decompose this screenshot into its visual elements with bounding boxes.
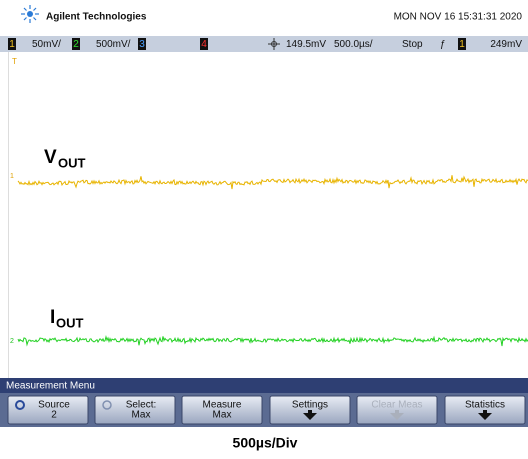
ch3-box [138,38,146,50]
trigger-icon [268,38,280,50]
ch2-box [72,38,80,50]
datetime: MON NOV 16 15:31:31 2020 [394,12,523,23]
source-icon[interactable] [15,400,25,410]
softkey-label[interactable]: Source [38,400,70,411]
softkey[interactable]: Clear Meas [356,395,438,425]
trigger-value: 249mV [490,39,522,50]
run-state: Stop [402,39,423,50]
trigger-source: 1 [459,39,465,50]
ch4-number: 4 [201,39,207,50]
vout-label-sub: OUT [58,155,86,170]
time-scale: 500.0µs/ [334,39,373,50]
down-arrow[interactable] [303,410,317,420]
down-arrow[interactable] [390,410,404,420]
select-icon[interactable] [102,400,112,410]
softkey-label[interactable]: Max [213,410,232,421]
caption: 500µs/Div [233,435,298,451]
ch4-box [200,38,208,50]
ch3-number: 3 [139,39,145,50]
trigger-slope: ƒ [440,39,446,50]
down-arrow[interactable] [478,410,492,420]
softkey-label[interactable]: 2 [51,410,57,421]
softkey-label[interactable]: Measure [203,400,242,411]
header [0,0,528,36]
softkey-label[interactable]: Select: [126,400,157,411]
softkey[interactable]: Select:Max [94,395,176,425]
trigger-source-box [458,38,466,50]
ch2-number: 2 [73,39,79,50]
softkey-label[interactable]: Max [132,410,151,421]
ch1-scale: 50mV/ [32,39,61,50]
menu-title: Measurement Menu [6,381,95,392]
vout-trace [17,175,528,190]
softkey[interactable]: Settings [269,395,351,425]
softkey-face[interactable] [94,395,176,425]
status-bar [0,36,528,52]
ch2-scale: 500mV/ [96,39,131,50]
trigger-marker: T [12,57,17,66]
iout-label-main: I [50,307,55,328]
ch1-box [8,38,16,50]
softkey-label[interactable]: Clear Meas [371,400,422,411]
softkey-label[interactable]: Statistics [465,400,505,411]
trigger-level: 149.5mV [286,39,326,50]
ch1-number: 1 [9,39,15,50]
softkey-face[interactable] [7,395,89,425]
vout-label-main: V [44,147,57,168]
ch2-ground-marker: 2 [10,338,14,345]
softkey[interactable]: Statistics [444,395,526,425]
softkey-face[interactable] [181,395,263,425]
iout-label-sub: OUT [56,315,84,330]
brand: Agilent Technologies [46,12,147,23]
softkey-label[interactable]: Settings [292,400,328,411]
ch1-ground-marker: 1 [10,173,14,180]
plot-area [8,52,528,378]
iout-trace [17,335,528,347]
menu-title-bar [0,378,528,393]
agilent-logo [21,5,39,23]
